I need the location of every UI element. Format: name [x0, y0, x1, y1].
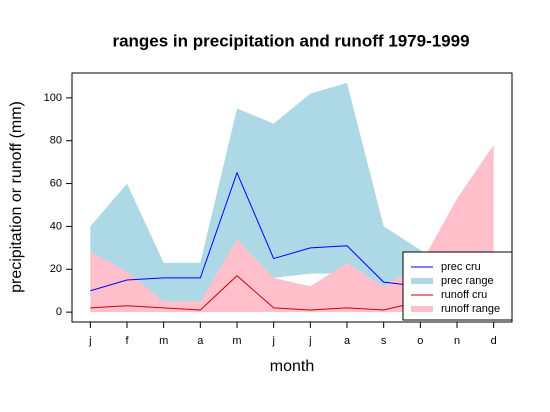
- x-axis-title: month: [270, 358, 314, 375]
- x-tick-label: m: [159, 335, 168, 347]
- legend-label: runoff range: [441, 303, 500, 315]
- x-tick-label: o: [417, 335, 423, 347]
- chart-title: ranges in precipitation and runoff 1979-…: [112, 31, 469, 50]
- range-area: [90, 82, 494, 302]
- x-tick-label: j: [271, 335, 274, 347]
- x-tick-label: m: [232, 335, 241, 347]
- y-tick-label: 60: [50, 177, 62, 189]
- x-tick-label: f: [125, 335, 129, 347]
- x-tick-label: a: [197, 335, 204, 347]
- y-tick-label: 40: [50, 220, 62, 232]
- legend-label: prec cru: [441, 261, 481, 273]
- x-tick-label: a: [344, 335, 351, 347]
- y-tick-label: 100: [44, 92, 62, 104]
- x-tick-label: j: [308, 335, 311, 347]
- y-tick-label: 0: [56, 306, 62, 318]
- legend-label: runoff cru: [441, 289, 487, 301]
- plot-frame: [71, 72, 513, 323]
- y-tick-label: 80: [50, 135, 62, 147]
- y-tick-label: 20: [50, 263, 62, 275]
- y-axis-title: precipitation or runoff (mm): [8, 101, 25, 293]
- legend-label: prec range: [441, 275, 494, 287]
- x-tick-label: d: [491, 335, 497, 347]
- x-tick-label: s: [381, 335, 387, 347]
- x-tick-label: n: [454, 335, 460, 347]
- x-tick-label: j: [88, 335, 91, 347]
